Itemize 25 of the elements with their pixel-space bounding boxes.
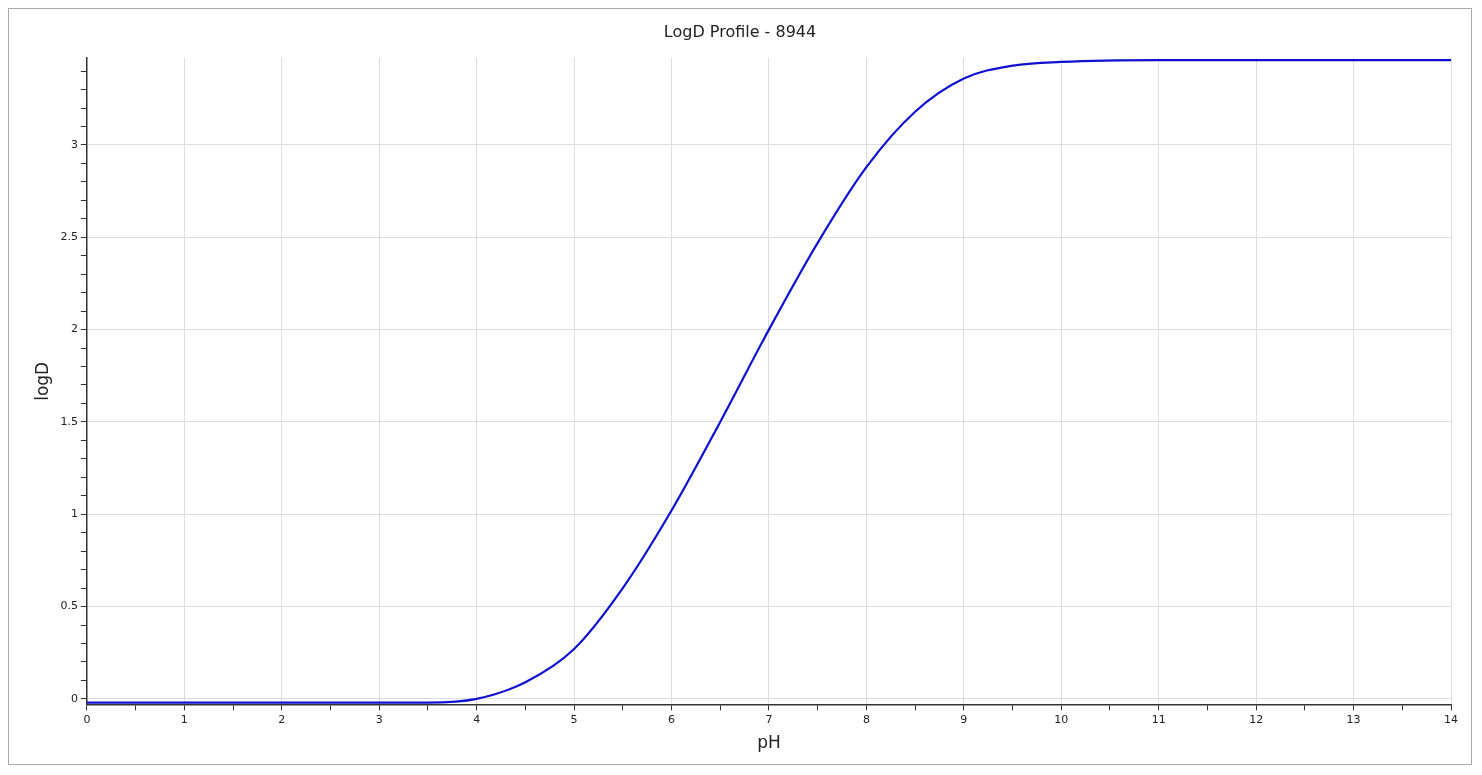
- x-tick-label: 9: [960, 712, 968, 726]
- x-tick-label: 6: [668, 712, 676, 726]
- x-axis-title: pH: [757, 732, 781, 753]
- y-tick-label: 2: [70, 322, 78, 336]
- y-tick-label: 0: [70, 691, 78, 705]
- y-tick-label: 0.5: [60, 599, 78, 613]
- y-tick-label: 1.5: [60, 414, 78, 428]
- x-tick-label: 14: [1444, 712, 1458, 726]
- x-tick-label: 7: [765, 712, 773, 726]
- x-tick-label: 4: [473, 712, 481, 726]
- x-tick-label: 13: [1346, 712, 1361, 726]
- x-tick-label: 1: [180, 712, 188, 726]
- x-tick-label: 8: [862, 712, 870, 726]
- x-tick-label: 5: [570, 712, 578, 726]
- x-tick-label: 12: [1249, 712, 1264, 726]
- x-tick-label: 0: [83, 712, 91, 726]
- y-axis-title: logD: [31, 361, 52, 401]
- y-tick-label: 2.5: [60, 230, 78, 244]
- y-tick-label: 3: [70, 137, 78, 151]
- x-tick-label: 10: [1054, 712, 1069, 726]
- x-tick-label: 11: [1151, 712, 1166, 726]
- chart-title: LogD Profile - 8944: [663, 21, 817, 41]
- x-tick-label: 3: [375, 712, 383, 726]
- y-tick-label: 1: [70, 507, 78, 521]
- x-tick-label: 2: [278, 712, 286, 726]
